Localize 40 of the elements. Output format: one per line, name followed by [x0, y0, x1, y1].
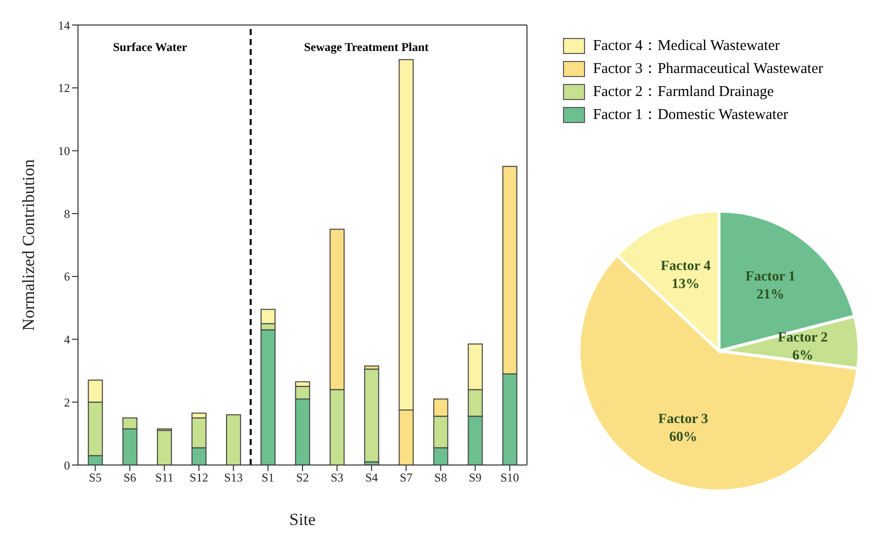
y-tick-label: 2: [64, 395, 70, 410]
slice-label: Factor 1: [746, 270, 796, 285]
legend-label: Factor 2：Farmland Drainage: [593, 83, 774, 101]
x-tick-label: S12: [190, 470, 208, 485]
y-tick-label: 14: [58, 18, 70, 32]
x-tick-label: S9: [468, 470, 482, 485]
x-tick-label: S7: [400, 470, 412, 485]
y-tick-label: 0: [64, 458, 70, 472]
annotation: Sewage Treatment Plant: [304, 40, 429, 55]
x-tick-label: S6: [123, 470, 136, 485]
bar: [226, 414, 242, 465]
bar: [156, 430, 172, 465]
legend-label: Factor 1：Domestic Wastewater: [593, 106, 788, 124]
x-tick-label: S4: [365, 470, 378, 485]
y-tick-label: 10: [58, 144, 70, 158]
annotation: Surface Water: [113, 40, 188, 55]
y-tick-label: 4: [64, 332, 70, 347]
x-tick-label: S10: [500, 470, 520, 485]
slice-label: Factor 4: [660, 258, 711, 274]
legend-label: Factor 4：Medical Wastewater: [593, 37, 780, 55]
slice-label: Factor 2: [778, 330, 828, 346]
y-axis-title: Normalized Contribution: [19, 158, 38, 331]
slice-label: Factor 3: [658, 412, 708, 428]
y-tick-label: 6: [64, 270, 70, 284]
x-tick-label: S8: [434, 470, 447, 485]
data-label: 6%: [792, 348, 814, 364]
x-tick-label: S3: [330, 470, 344, 485]
data-label: 60%: [669, 430, 698, 446]
data-label: 13%: [672, 276, 700, 292]
bar: [364, 368, 380, 462]
y-tick-label: 8: [64, 206, 70, 221]
x-axis-title: Site: [289, 510, 316, 529]
x-tick-label: S1: [262, 470, 274, 485]
x-tick-label: S13: [224, 470, 243, 485]
legend-label: Factor 3：Pharmaceutical Wastewater: [593, 60, 824, 78]
x-tick-label: S2: [296, 470, 309, 485]
x-tick-label: S5: [88, 470, 102, 485]
data-label: 21%: [756, 288, 784, 303]
x-tick-label: S11: [155, 470, 174, 485]
y-tick-label: 12: [58, 81, 70, 96]
